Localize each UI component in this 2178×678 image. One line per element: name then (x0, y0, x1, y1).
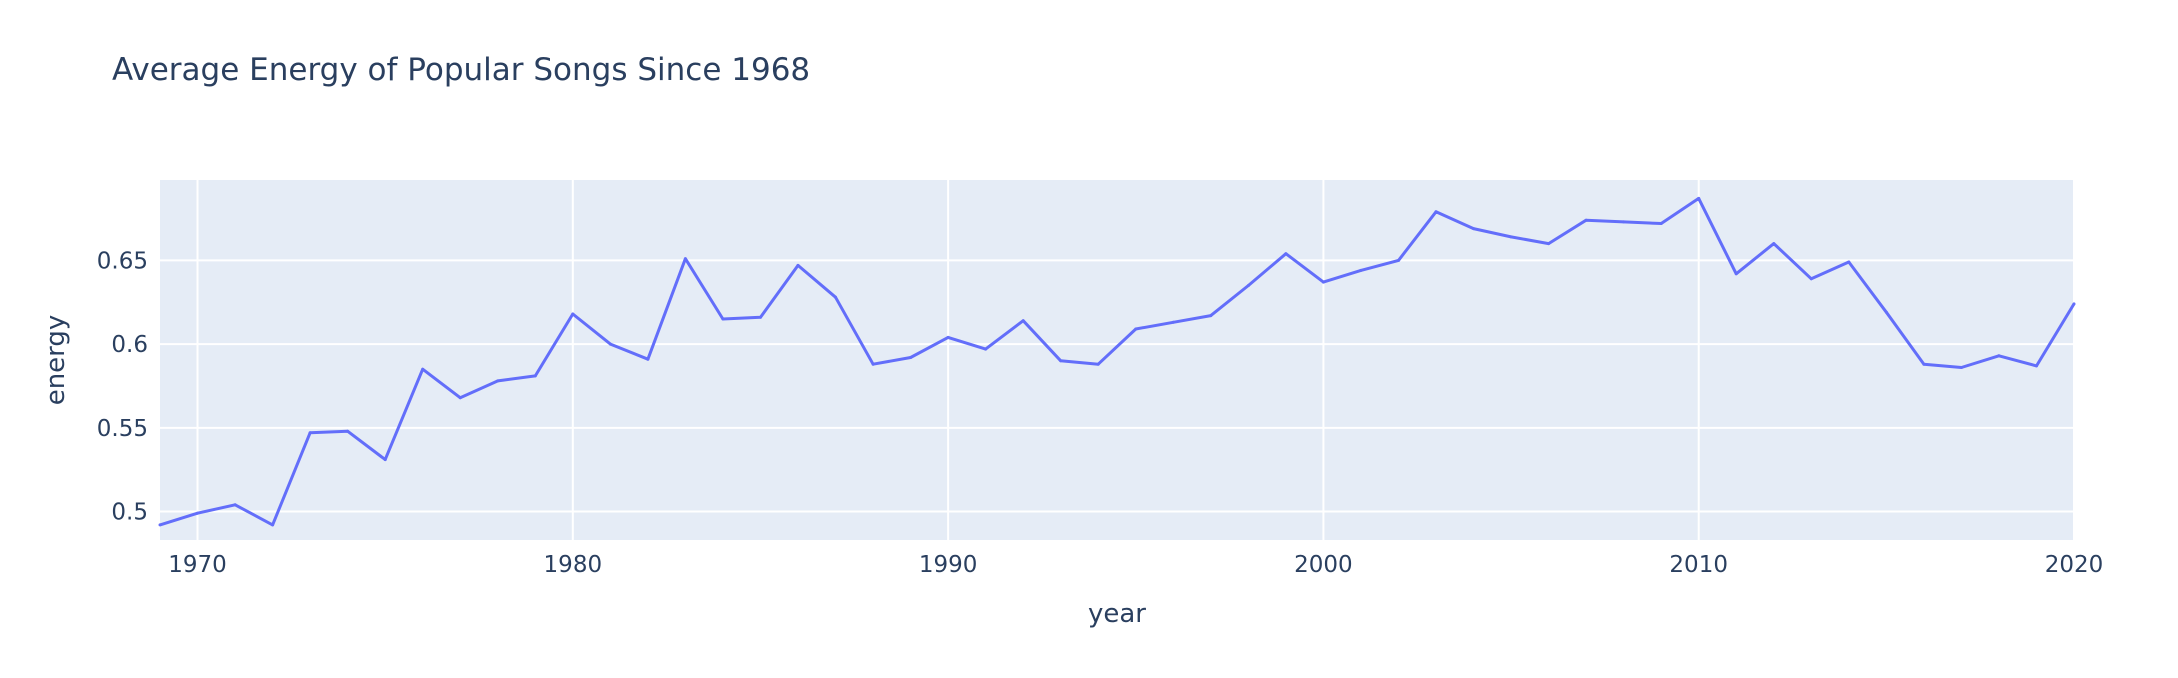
data-point (608, 342, 612, 346)
data-point (1397, 258, 1400, 262)
data-point (871, 362, 875, 366)
plot-area (160, 180, 2074, 540)
y-tick-label: 0.6 (111, 332, 148, 358)
x-tick-label: 2000 (1294, 552, 1353, 578)
data-point (1997, 354, 2001, 358)
data-point (834, 295, 837, 299)
data-point (683, 257, 687, 261)
data-point (1884, 310, 1888, 314)
data-point (1246, 284, 1250, 287)
y-axis-tick-labels: 0.5 0.55 0.6 0.65 (97, 248, 148, 525)
data-point (1697, 196, 1701, 200)
data-point (1847, 260, 1851, 264)
x-axis-label: year (1088, 599, 1146, 629)
data-point (496, 379, 500, 383)
data-point (909, 356, 913, 359)
data-point (1922, 362, 1926, 366)
data-point (721, 317, 725, 321)
data-point (1134, 327, 1138, 331)
data-point (1209, 314, 1213, 318)
data-point (158, 523, 162, 527)
data-point (308, 431, 312, 435)
data-point (1284, 252, 1288, 256)
data-point (1959, 366, 1963, 369)
data-point (1434, 210, 1438, 214)
y-axis-label: energy (41, 315, 71, 406)
data-point (346, 429, 350, 433)
data-point (1809, 277, 1813, 281)
x-tick-label: 2020 (2045, 552, 2104, 578)
x-tick-label: 1980 (544, 552, 603, 578)
data-point (1509, 235, 1513, 239)
x-axis-tick-labels: 1970 1980 1990 2000 2010 2020 (168, 552, 2103, 578)
data-point (1171, 320, 1175, 324)
x-tick-label: 1990 (919, 552, 978, 578)
x-tick-label: 1970 (168, 552, 227, 578)
data-point (2072, 302, 2076, 306)
data-point (1096, 362, 1100, 366)
data-point (271, 523, 275, 527)
data-point (1321, 280, 1325, 284)
data-point (946, 335, 950, 339)
data-point (984, 347, 988, 351)
data-point (646, 357, 650, 361)
data-point (383, 458, 387, 462)
data-point (1734, 272, 1738, 276)
data-point (1772, 242, 1776, 246)
data-point (421, 367, 425, 371)
series-line (159, 196, 2076, 527)
y-tick-label: 0.65 (97, 248, 148, 274)
data-point (571, 312, 575, 316)
data-point (233, 503, 237, 507)
data-point (1622, 220, 1626, 224)
data-point (1584, 218, 1588, 222)
data-point (1659, 222, 1663, 225)
data-point (1359, 268, 1363, 272)
y-tick-label: 0.5 (111, 500, 148, 526)
data-point (533, 374, 537, 378)
data-point (759, 315, 762, 319)
chart-title: Average Energy of Popular Songs Since 19… (112, 52, 810, 88)
data-point (796, 263, 800, 267)
data-point (196, 511, 199, 515)
data-point (1547, 242, 1551, 246)
data-point (1059, 359, 1063, 363)
data-point (1472, 227, 1475, 231)
x-tick-label: 2010 (1669, 552, 1728, 578)
y-tick-label: 0.55 (97, 416, 148, 442)
data-point (458, 396, 462, 400)
data-point (1021, 319, 1025, 323)
data-point (2035, 364, 2038, 368)
data-points (158, 196, 2076, 527)
